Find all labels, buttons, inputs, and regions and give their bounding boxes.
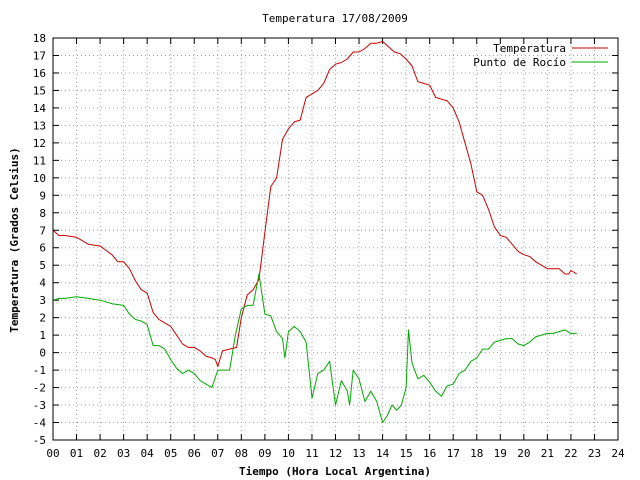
x-tick-label: 20 bbox=[517, 447, 530, 460]
y-tick-label: -4 bbox=[33, 417, 47, 430]
tick-labels: 00 01 02 03 04 05 06 07 08 09 10 11 12 13 14 15 16 17 18 19… bbox=[33, 32, 625, 460]
y-tick-label: 6 bbox=[39, 242, 46, 255]
y-tick-label: 15 bbox=[33, 84, 46, 97]
chart-title: Temperatura 17/08/2009 bbox=[262, 12, 408, 25]
x-tick-label: 03 bbox=[117, 447, 130, 460]
x-tick-label: 09 bbox=[258, 447, 271, 460]
y-tick-label: 9 bbox=[39, 189, 46, 202]
series-line-punto-de-rocio bbox=[52, 273, 577, 423]
y-tick-label: 16 bbox=[33, 67, 46, 80]
y-tick-label: 17 bbox=[33, 49, 46, 62]
x-tick-label: 08 bbox=[235, 447, 248, 460]
x-tick-label: 19 bbox=[494, 447, 507, 460]
legend-label-punto-de-rocio: Punto de Rocío bbox=[473, 56, 566, 69]
y-tick-label: 7 bbox=[39, 224, 46, 237]
grid-lines bbox=[53, 38, 618, 440]
x-tick-label: 14 bbox=[376, 447, 390, 460]
y-tick-label: 3 bbox=[39, 294, 46, 307]
x-tick-label: 10 bbox=[282, 447, 295, 460]
x-tick-label: 22 bbox=[564, 447, 577, 460]
y-tick-label: 14 bbox=[33, 102, 47, 115]
y-tick-label: 5 bbox=[39, 259, 46, 272]
legend-label-temperatura: Temperatura bbox=[493, 42, 566, 55]
y-axis-title: Temperatura (Grados Celsius) bbox=[8, 147, 21, 332]
y-tick-label: -5 bbox=[33, 434, 46, 447]
y-tick-label: -2 bbox=[33, 382, 46, 395]
x-tick-label: 11 bbox=[305, 447, 318, 460]
y-tick-label: 4 bbox=[39, 277, 46, 290]
y-tick-label: -3 bbox=[33, 399, 46, 412]
x-tick-label: 15 bbox=[400, 447, 413, 460]
y-tick-label: 2 bbox=[39, 312, 46, 325]
x-tick-label: 17 bbox=[447, 447, 460, 460]
x-tick-label: 00 bbox=[46, 447, 59, 460]
x-tick-label: 13 bbox=[352, 447, 365, 460]
x-tick-label: 07 bbox=[211, 447, 224, 460]
x-tick-label: 21 bbox=[541, 447, 554, 460]
series-lines bbox=[52, 41, 578, 423]
x-tick-label: 04 bbox=[141, 447, 155, 460]
series-line-temperatura bbox=[52, 41, 578, 368]
axis-ticks bbox=[52, 37, 619, 441]
x-tick-label: 02 bbox=[93, 447, 106, 460]
x-tick-label: 18 bbox=[470, 447, 483, 460]
y-tick-label: 11 bbox=[33, 154, 46, 167]
y-tick-label: 13 bbox=[33, 119, 46, 132]
legend: Temperatura Punto de Rocío bbox=[473, 42, 608, 69]
plot-frame bbox=[52, 37, 619, 441]
x-tick-label: 01 bbox=[70, 447, 83, 460]
x-tick-label: 12 bbox=[329, 447, 342, 460]
y-tick-label: 0 bbox=[39, 347, 46, 360]
x-tick-label: 16 bbox=[423, 447, 436, 460]
x-tick-label: 05 bbox=[164, 447, 177, 460]
x-tick-label: 24 bbox=[611, 447, 625, 460]
y-tick-label: 1 bbox=[39, 329, 46, 342]
y-tick-label: 18 bbox=[33, 32, 46, 45]
y-tick-label: 12 bbox=[33, 137, 46, 150]
x-tick-label: 23 bbox=[588, 447, 601, 460]
y-tick-label: 8 bbox=[39, 207, 46, 220]
x-tick-label: 06 bbox=[188, 447, 201, 460]
x-axis-title: Tiempo (Hora Local Argentina) bbox=[239, 465, 431, 478]
y-tick-label: -1 bbox=[33, 364, 46, 377]
y-tick-label: 10 bbox=[33, 172, 46, 185]
